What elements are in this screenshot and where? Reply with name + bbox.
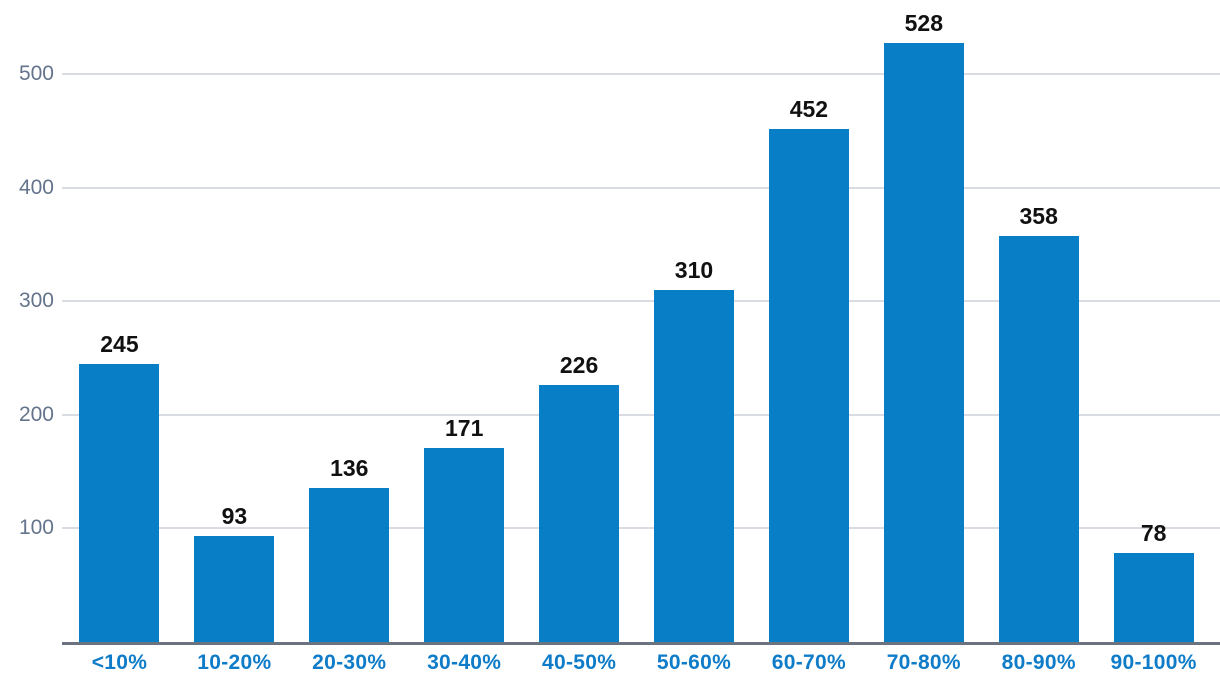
bar-slot: 310 [637,0,752,642]
bar-slot: 245 [62,0,177,642]
bar: 245 [79,333,160,642]
y-tick-label: 500 [18,62,54,85]
x-tick-label: 70-80% [886,651,961,674]
gridline [62,73,1220,75]
bar-value-label: 226 [559,352,599,378]
x-tick-label: 60-70% [771,651,846,674]
x-axis-labels: <10% 10-20% 20-30% 30-40% 40-50% 50-60% 60-70%… [62,651,1211,675]
bar: 528 [883,12,964,642]
y-tick-label: 100 [18,516,54,539]
x-tick-label: 80-90% [1001,651,1076,674]
bar-value-label: 358 [1019,203,1058,229]
y-tick-label: 200 [18,403,54,426]
bar-slot: 528 [866,0,981,642]
bar-slot: 226 [522,0,637,642]
x-axis-baseline [62,642,1220,645]
bar-slot: 358 [981,0,1096,642]
bar: 78 [1113,522,1194,642]
bar-value-label: 78 [1140,520,1167,546]
bar-value-label: 93 [221,503,248,529]
bar: 171 [424,417,505,642]
bar: 452 [768,98,849,642]
gridline [62,414,1220,416]
x-tick-label: 20-30% [312,651,387,674]
bar-value-label: 171 [444,415,484,441]
bars-container: 245 93 136 171 226 310 452 528 358 78 [62,0,1211,642]
bar: 358 [998,205,1079,642]
y-tick-label: 300 [18,289,54,312]
gridline [62,300,1220,302]
bar: 93 [194,505,275,642]
bar: 226 [539,354,620,642]
bar-value-label: 452 [789,96,829,122]
bar-slot: 93 [177,0,292,642]
bar: 310 [653,259,734,642]
gridline [62,187,1220,189]
bar-value-label: 136 [330,455,369,481]
y-tick-label: 400 [18,176,54,199]
bar-value-label: 528 [904,10,943,36]
bar-value-label: 245 [100,331,139,357]
x-tick-label: <10% [91,651,148,674]
x-tick-label: 10-20% [197,651,272,674]
y-axis: 100 200 300 400 500 [0,0,54,642]
x-tick-label: 90-100% [1110,651,1197,674]
bar-value-label: 310 [674,257,714,283]
plot-area: 245 93 136 171 226 310 452 528 358 78 [62,0,1220,645]
bar-slot: 136 [292,0,407,642]
x-tick-label: 30-40% [427,651,502,674]
x-tick-label: 50-60% [656,651,732,674]
bar-slot: 171 [407,0,522,642]
x-tick-label: 40-50% [541,651,617,674]
bar: 136 [309,457,390,642]
bar-slot: 78 [1096,0,1211,642]
gridline [62,527,1220,529]
bar-slot: 452 [751,0,866,642]
